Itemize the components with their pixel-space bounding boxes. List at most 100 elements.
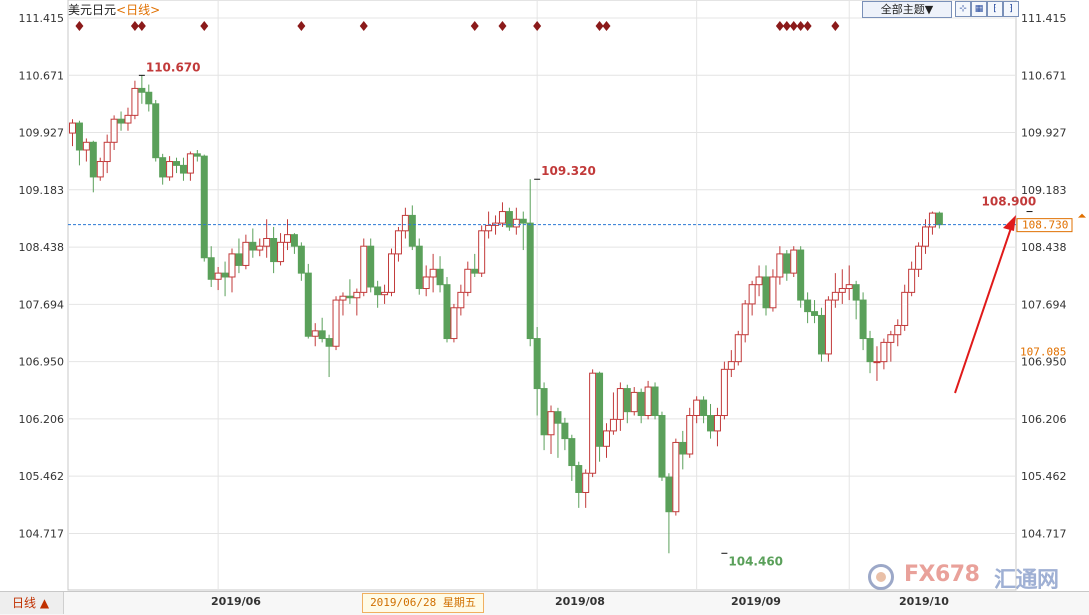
event-marker-icon xyxy=(775,21,784,31)
extreme-label: 110.670 xyxy=(146,60,201,74)
extreme-annotations: 110.670 109.320 104.460 108.900 xyxy=(138,60,1036,568)
candle-body xyxy=(554,411,562,424)
candle-body xyxy=(901,291,909,326)
candle-body xyxy=(734,334,742,363)
candle-body xyxy=(630,391,638,413)
candle-body xyxy=(935,212,943,226)
date-label-aug: 2019/08 xyxy=(555,595,605,608)
y-tick-label-left: 108.438 xyxy=(19,241,65,254)
grid-tool-icon[interactable]: ▦ xyxy=(971,1,987,17)
candle-body xyxy=(651,386,659,417)
candle-body xyxy=(790,249,798,274)
candle-body xyxy=(332,299,340,347)
candle-body xyxy=(797,249,805,301)
candle-body xyxy=(707,415,715,432)
candle-body xyxy=(873,361,881,364)
zoom-out-icon[interactable]: ⁆ xyxy=(1003,1,1019,17)
candle-body xyxy=(609,418,617,432)
event-markers[interactable] xyxy=(75,21,840,31)
candle-body xyxy=(228,253,236,278)
candle-body xyxy=(915,245,923,270)
candle-body xyxy=(381,291,389,296)
candle-body xyxy=(89,141,97,178)
date-axis-bar: 日线 ▲ 2019/06 2019/06/28 星期五 2019/08 2019… xyxy=(0,591,1089,615)
candle-body xyxy=(436,268,444,286)
event-marker-icon xyxy=(297,21,306,31)
candle-body xyxy=(179,164,187,174)
candle-body xyxy=(242,241,250,266)
y-tick-label-right: 105.462 xyxy=(1021,470,1067,483)
y-tick-label-left: 110.671 xyxy=(19,69,65,82)
y-tick-label-left: 105.462 xyxy=(19,470,65,483)
candle-body xyxy=(755,276,763,286)
candle-body xyxy=(283,234,291,243)
candle-body xyxy=(679,441,687,455)
candle-body xyxy=(672,441,680,513)
grid-lines xyxy=(67,0,1017,591)
y-tick-label-right: 106.950 xyxy=(1021,356,1067,369)
candle-body xyxy=(256,245,264,251)
candle-body xyxy=(783,253,791,274)
theme-dropdown[interactable]: 全部主题▼ xyxy=(862,1,952,18)
candle-body xyxy=(318,330,326,340)
event-marker-icon xyxy=(789,21,798,31)
event-marker-icon xyxy=(602,21,611,31)
candle-body xyxy=(526,222,534,340)
event-marker-icon xyxy=(533,21,542,31)
extreme-label: 104.460 xyxy=(728,554,783,568)
candle-body xyxy=(540,388,548,436)
candle-body xyxy=(457,291,465,309)
candle-body xyxy=(596,372,604,447)
y-tick-label-right: 104.717 xyxy=(1021,528,1067,541)
candle-body xyxy=(686,415,694,455)
event-marker-icon xyxy=(803,21,812,31)
y-tick-label-right: 109.183 xyxy=(1021,184,1067,197)
candle-body xyxy=(186,153,194,174)
candle-body xyxy=(207,257,215,280)
candle-body xyxy=(360,245,368,293)
candle-body xyxy=(394,230,402,255)
y-tick-label-right: 111.415 xyxy=(1021,12,1067,25)
date-label-sep: 2019/09 xyxy=(731,595,781,608)
candle-body xyxy=(69,122,76,134)
crosshair-tool-icon[interactable]: ⊹ xyxy=(955,1,971,17)
candle-body xyxy=(748,284,756,305)
event-marker-icon xyxy=(75,21,84,31)
candle-body xyxy=(859,299,867,340)
zoom-in-icon[interactable]: ⁅ xyxy=(987,1,1003,17)
candle-body xyxy=(519,218,527,224)
candle-body xyxy=(887,334,895,343)
candle-body xyxy=(589,372,597,474)
candle-body xyxy=(623,388,631,413)
event-marker-icon xyxy=(782,21,791,31)
candle-body xyxy=(922,226,930,247)
candle-body xyxy=(602,430,610,447)
candle-body xyxy=(277,241,285,263)
candle-body xyxy=(173,161,181,166)
candle-body xyxy=(880,341,888,363)
candle-body xyxy=(720,368,728,417)
candle-body xyxy=(263,237,271,247)
event-marker-icon xyxy=(831,21,840,31)
period-button[interactable]: 日线 ▲ xyxy=(0,592,64,614)
candle-body xyxy=(450,307,458,340)
y-tick-label-left: 106.950 xyxy=(19,356,65,369)
candle-body xyxy=(498,211,506,224)
candle-body xyxy=(575,465,583,493)
candle-body xyxy=(82,141,90,151)
candle-body xyxy=(159,157,167,178)
price-axes: 111.415 111.415 110.671 110.671 109.927 109.9… xyxy=(19,12,1067,541)
candle-body xyxy=(713,415,721,432)
y-tick-label-right: 110.671 xyxy=(1021,69,1067,82)
candle-body xyxy=(297,245,305,274)
candle-body xyxy=(866,338,874,363)
candle-body xyxy=(214,272,222,280)
extreme-label: 109.320 xyxy=(541,164,596,178)
y-tick-label-right: 108.438 xyxy=(1021,241,1067,254)
candle-body xyxy=(408,214,416,247)
plot-frame xyxy=(67,0,1017,591)
candle-body xyxy=(443,284,451,340)
candle-body xyxy=(270,237,278,263)
watermark-brand: FX678 xyxy=(904,562,980,587)
